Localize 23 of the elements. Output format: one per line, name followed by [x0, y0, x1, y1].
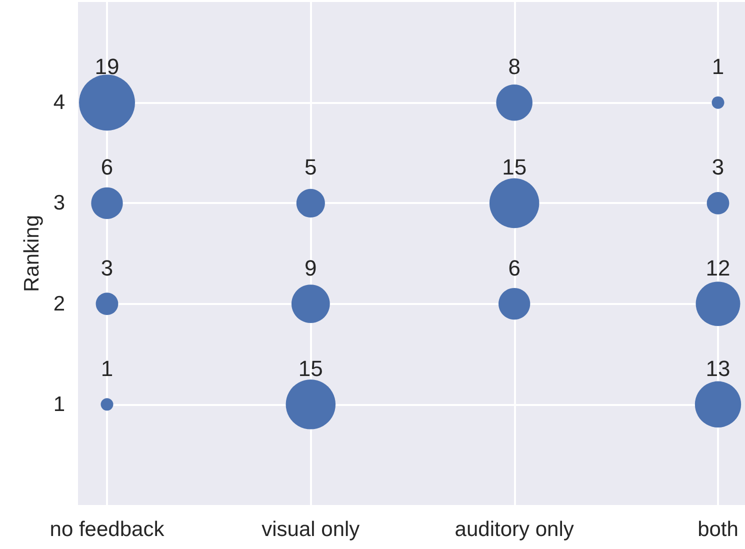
- x-tick-label: no feedback: [50, 518, 165, 541]
- annotation: 12: [706, 255, 730, 280]
- annotation: 1: [100, 356, 114, 381]
- x-tick-label: visual only: [262, 518, 360, 541]
- annotation: 6: [100, 154, 114, 180]
- y-tick-label: 4: [53, 91, 66, 114]
- y-tick-label: 2: [53, 292, 65, 316]
- annotation: 13: [706, 356, 730, 381]
- annotation: 3: [100, 255, 114, 280]
- annotation: 15: [502, 154, 527, 180]
- x-tick-label: both: [698, 518, 738, 541]
- y-tick-label: 3: [53, 192, 65, 215]
- annotation: 19: [94, 54, 120, 80]
- annotation: 5: [304, 154, 317, 180]
- annotation: 3: [712, 154, 724, 180]
- annotation: 8: [508, 54, 520, 80]
- annotation: 9: [304, 255, 317, 280]
- annotation: 15: [298, 356, 323, 381]
- x-tick-label: auditory only: [454, 518, 574, 541]
- annotation: 6: [508, 255, 520, 280]
- y-tick-label: 1: [53, 392, 65, 416]
- y-axis-title: Ranking: [20, 214, 44, 292]
- annotation: 1: [712, 54, 724, 80]
